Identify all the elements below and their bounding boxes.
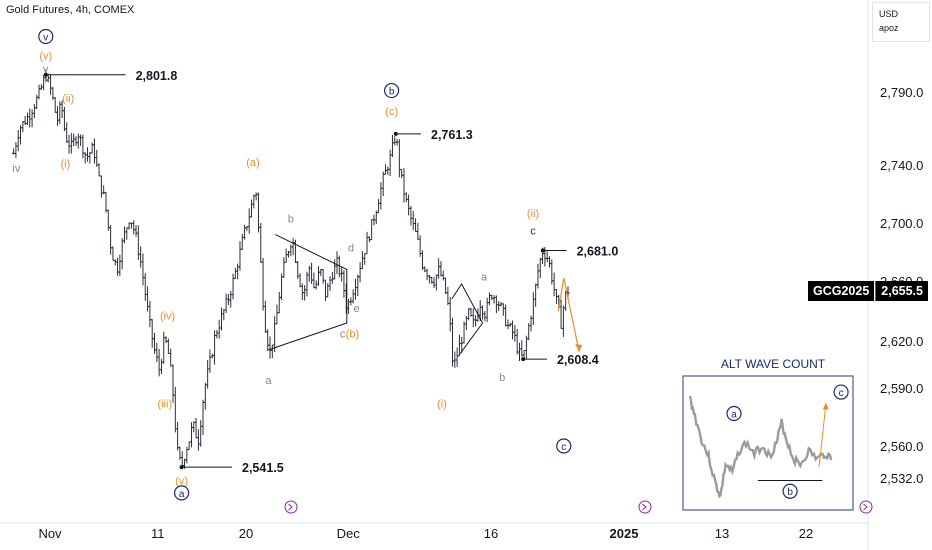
alt-wave-circle <box>833 384 849 400</box>
alt-box-frame <box>682 375 854 511</box>
alt-box-title: ALT WAVE COUNT <box>721 357 826 371</box>
price-tick-label: 2,590.0 <box>880 381 923 396</box>
alt-wave-circle <box>782 483 798 499</box>
alt-wave-label: b <box>787 487 793 498</box>
wave-label: b <box>499 372 505 384</box>
time-tick-label: Nov <box>38 526 62 541</box>
wave-label: (b) <box>346 329 359 341</box>
price-tick-label: 2,790.0 <box>880 85 923 100</box>
currency-box[interactable]: USD apoz <box>872 2 930 42</box>
price-level-label: 2,681.0 <box>577 245 619 259</box>
wave-label-circle <box>174 485 190 501</box>
event-marker-icon <box>638 500 652 514</box>
candles-layer <box>12 69 570 470</box>
user-label: apoz <box>879 23 899 33</box>
wave-label: a <box>179 489 185 500</box>
projection-arrowhead <box>575 343 583 352</box>
time-axis[interactable]: Nov 11 20 Dec 16 2025 13 22 <box>38 526 813 541</box>
last-price: 2,655.5 <box>875 281 928 301</box>
wave-label: (iv) <box>160 311 175 323</box>
price-level-label: 2,608.4 <box>557 353 599 367</box>
event-marker-chevron <box>863 503 868 511</box>
projection-leg-up <box>557 277 565 312</box>
price-level-dot <box>521 357 526 362</box>
wave-label: a <box>265 375 272 387</box>
price-tick-label: 2,620.0 <box>880 334 923 349</box>
wave-label: a <box>481 272 488 284</box>
price-level-dot <box>43 72 48 77</box>
event-marker-chevron <box>642 503 647 511</box>
event-marker-chevron <box>288 503 293 511</box>
triangle-pattern <box>266 234 348 351</box>
wave-label: c <box>530 225 536 237</box>
wave-label: v <box>43 64 49 76</box>
wave-label: (v) <box>39 51 52 63</box>
time-tick-label: 16 <box>484 526 498 541</box>
wave-label: (ii) <box>62 93 74 105</box>
alt-projection-line <box>818 405 827 468</box>
triangle-pattern <box>451 283 484 354</box>
time-tick-label: 22 <box>799 526 813 541</box>
price-tick-label: 2,740.0 <box>880 158 923 173</box>
price-level-label: 2,761.3 <box>431 128 473 142</box>
wave-label-circle <box>38 28 54 45</box>
last-price-tag: GCG2025 2,655.5 <box>808 281 928 301</box>
wave-label: (v) <box>175 475 188 487</box>
price-tick-label: 2,700.0 <box>880 216 923 231</box>
price-level-label: 2,541.5 <box>242 461 284 475</box>
wave-label: iv <box>12 163 20 175</box>
wave-label: e <box>354 303 360 315</box>
alt-wave-label: a <box>731 410 737 421</box>
price-tick-label: 2,560.0 <box>880 439 923 454</box>
wave-label: (i) <box>61 159 71 171</box>
currency-label: USD <box>879 9 899 19</box>
wave-label: c <box>561 442 566 453</box>
alt-projection-arrowhead <box>822 402 829 410</box>
time-tick-label: Dec <box>337 526 361 541</box>
time-tick-label: 2025 <box>610 526 639 541</box>
time-tick-label: 11 <box>151 526 165 541</box>
wave-label: c <box>340 329 346 341</box>
price-level-dot <box>393 131 398 136</box>
wave-label-circle <box>384 82 400 99</box>
alt-wave-circle <box>726 405 742 422</box>
wave-label: b <box>288 214 294 226</box>
alt-wave-label: c <box>839 388 844 399</box>
alt-wave-count-box: ALT WAVE COUNT a b c <box>682 357 854 511</box>
time-tick-label: 13 <box>715 526 729 541</box>
event-marker-icon <box>859 500 873 514</box>
time-tick-label: 20 <box>239 526 253 541</box>
chart-title: Gold Futures, 4h, COMEX <box>6 4 135 16</box>
alt-sketch-line <box>688 395 833 499</box>
wave-label: (a) <box>246 157 259 169</box>
projection-leg-down <box>563 277 580 353</box>
wave-label: (iii) <box>157 398 172 410</box>
event-markers <box>284 500 873 514</box>
wave-label: d <box>348 243 354 255</box>
price-level-label: 2,801.8 <box>136 69 178 83</box>
price-tick-label: 2,532.0 <box>880 471 923 486</box>
wave-label: (ii) <box>527 208 539 220</box>
annotations-layer: 2,801.82,761.32,681.02,608.42,541.5v(v)v… <box>12 28 619 501</box>
wave-label: (c) <box>385 106 398 118</box>
wave-label: v <box>43 33 48 44</box>
ticker-symbol: GCG2025 <box>808 281 875 301</box>
wave-label: (i) <box>437 398 447 410</box>
price-level-dot <box>179 465 184 470</box>
wave-label-circle <box>556 438 572 454</box>
event-marker-icon <box>284 500 298 514</box>
wave-label: b <box>389 87 395 98</box>
price-level-dot <box>540 248 545 253</box>
